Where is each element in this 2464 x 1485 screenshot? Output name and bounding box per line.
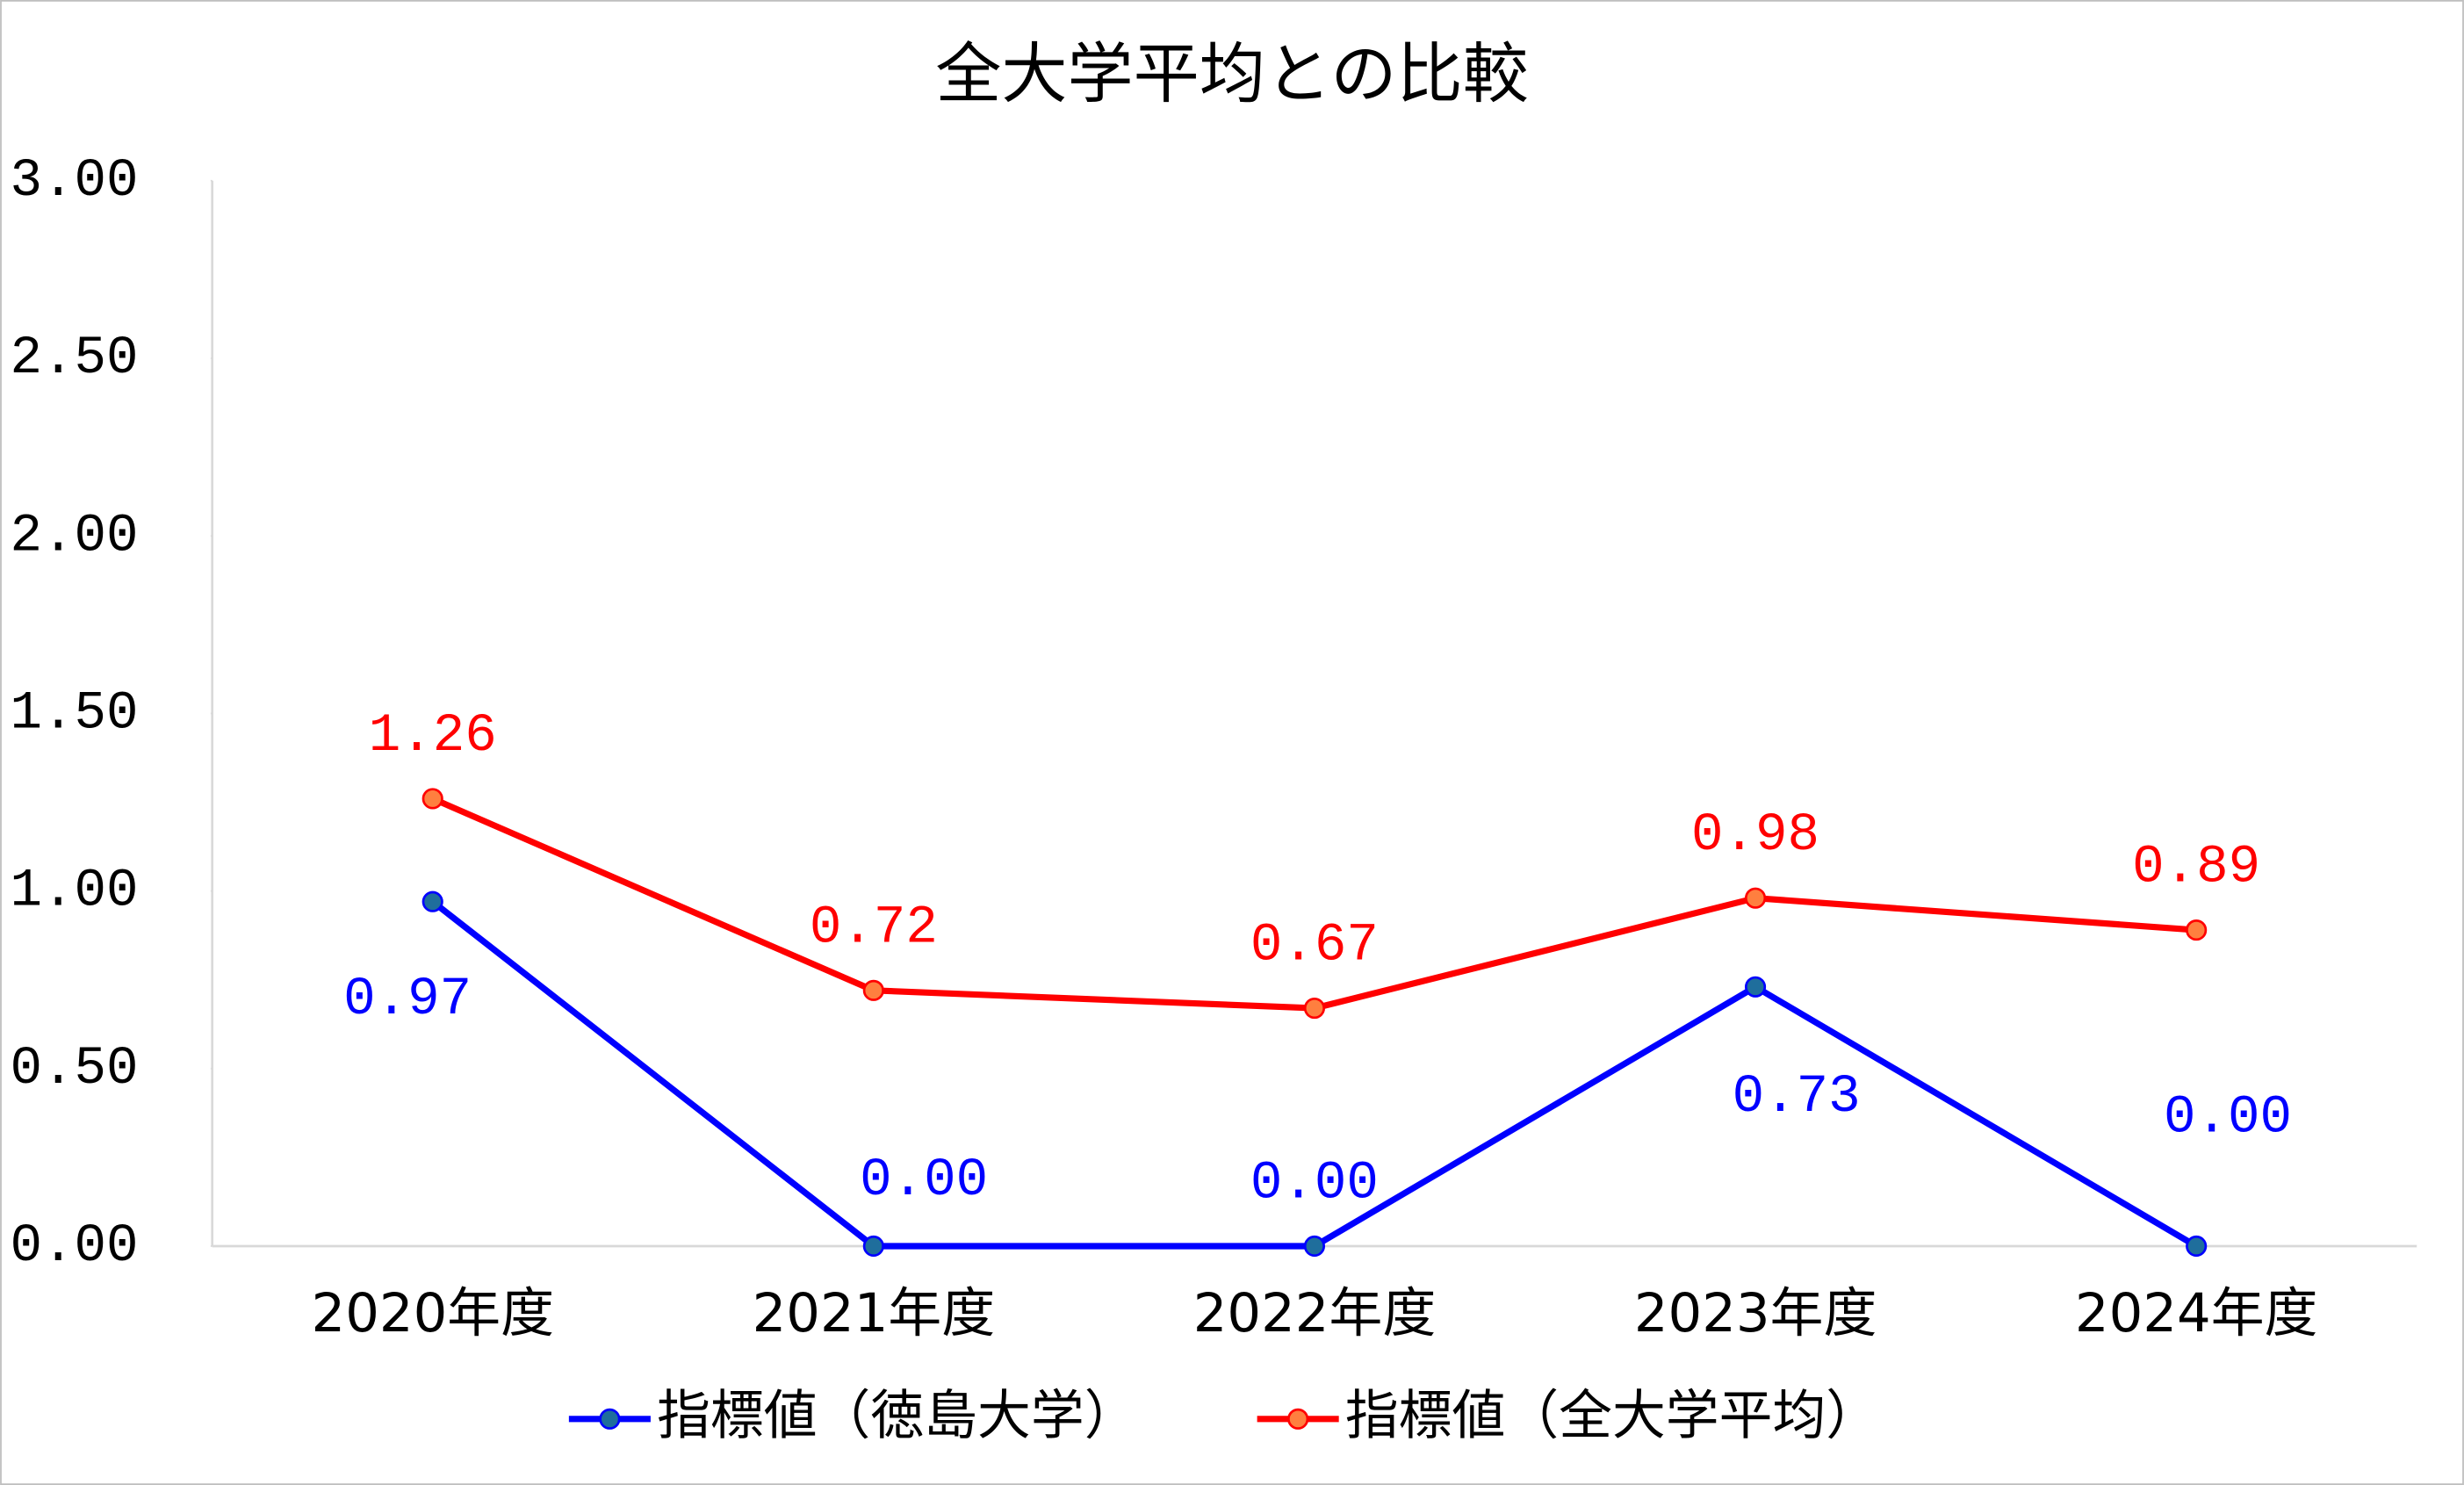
data-label: 0.72: [810, 897, 938, 958]
y-tick-label: 0.00: [11, 1216, 139, 1277]
chart-title: 全大学平均との比較: [935, 35, 1529, 112]
data-label: 0.00: [2164, 1087, 2292, 1148]
y-tick-label: 3.00: [11, 151, 139, 212]
x-tick-label: 2023年度: [1634, 1283, 1877, 1344]
data-point: [862, 1235, 884, 1258]
legend-marker: [599, 1408, 621, 1430]
data-point: [862, 979, 884, 1001]
data-point: [1744, 976, 1767, 998]
data-point: [1303, 997, 1326, 1020]
x-tick-label: 2020年度: [311, 1283, 553, 1344]
data-point: [1744, 887, 1767, 909]
y-tick-label: 2.00: [11, 506, 139, 566]
legend-marker: [1287, 1408, 1309, 1430]
data-point: [1303, 1235, 1326, 1258]
y-tick-label: 1.50: [11, 683, 139, 744]
legend-label: 指標値（全大学平均）: [1345, 1385, 1879, 1446]
data-label: 0.00: [860, 1150, 988, 1211]
data-label: 0.67: [1250, 916, 1379, 977]
y-tick-label: 1.00: [11, 861, 139, 922]
data-label: 0.89: [2132, 838, 2260, 898]
data-point: [2186, 1235, 2208, 1258]
data-point: [421, 890, 443, 912]
data-label: 1.26: [369, 706, 497, 767]
x-tick-label: 2022年度: [1193, 1283, 1436, 1344]
x-tick-label: 2024年度: [2075, 1283, 2317, 1344]
data-point: [421, 788, 443, 810]
data-label: 0.98: [1691, 805, 1819, 866]
legend-label: 指標値（徳島大学）: [657, 1385, 1137, 1446]
x-tick-label: 2021年度: [753, 1283, 995, 1344]
data-label: 0.97: [343, 970, 472, 1030]
y-tick-label: 0.50: [11, 1039, 139, 1099]
data-label: 0.00: [1250, 1154, 1379, 1215]
data-label: 0.73: [1733, 1067, 1861, 1128]
data-point: [2186, 919, 2208, 941]
y-tick-label: 2.50: [11, 328, 139, 389]
